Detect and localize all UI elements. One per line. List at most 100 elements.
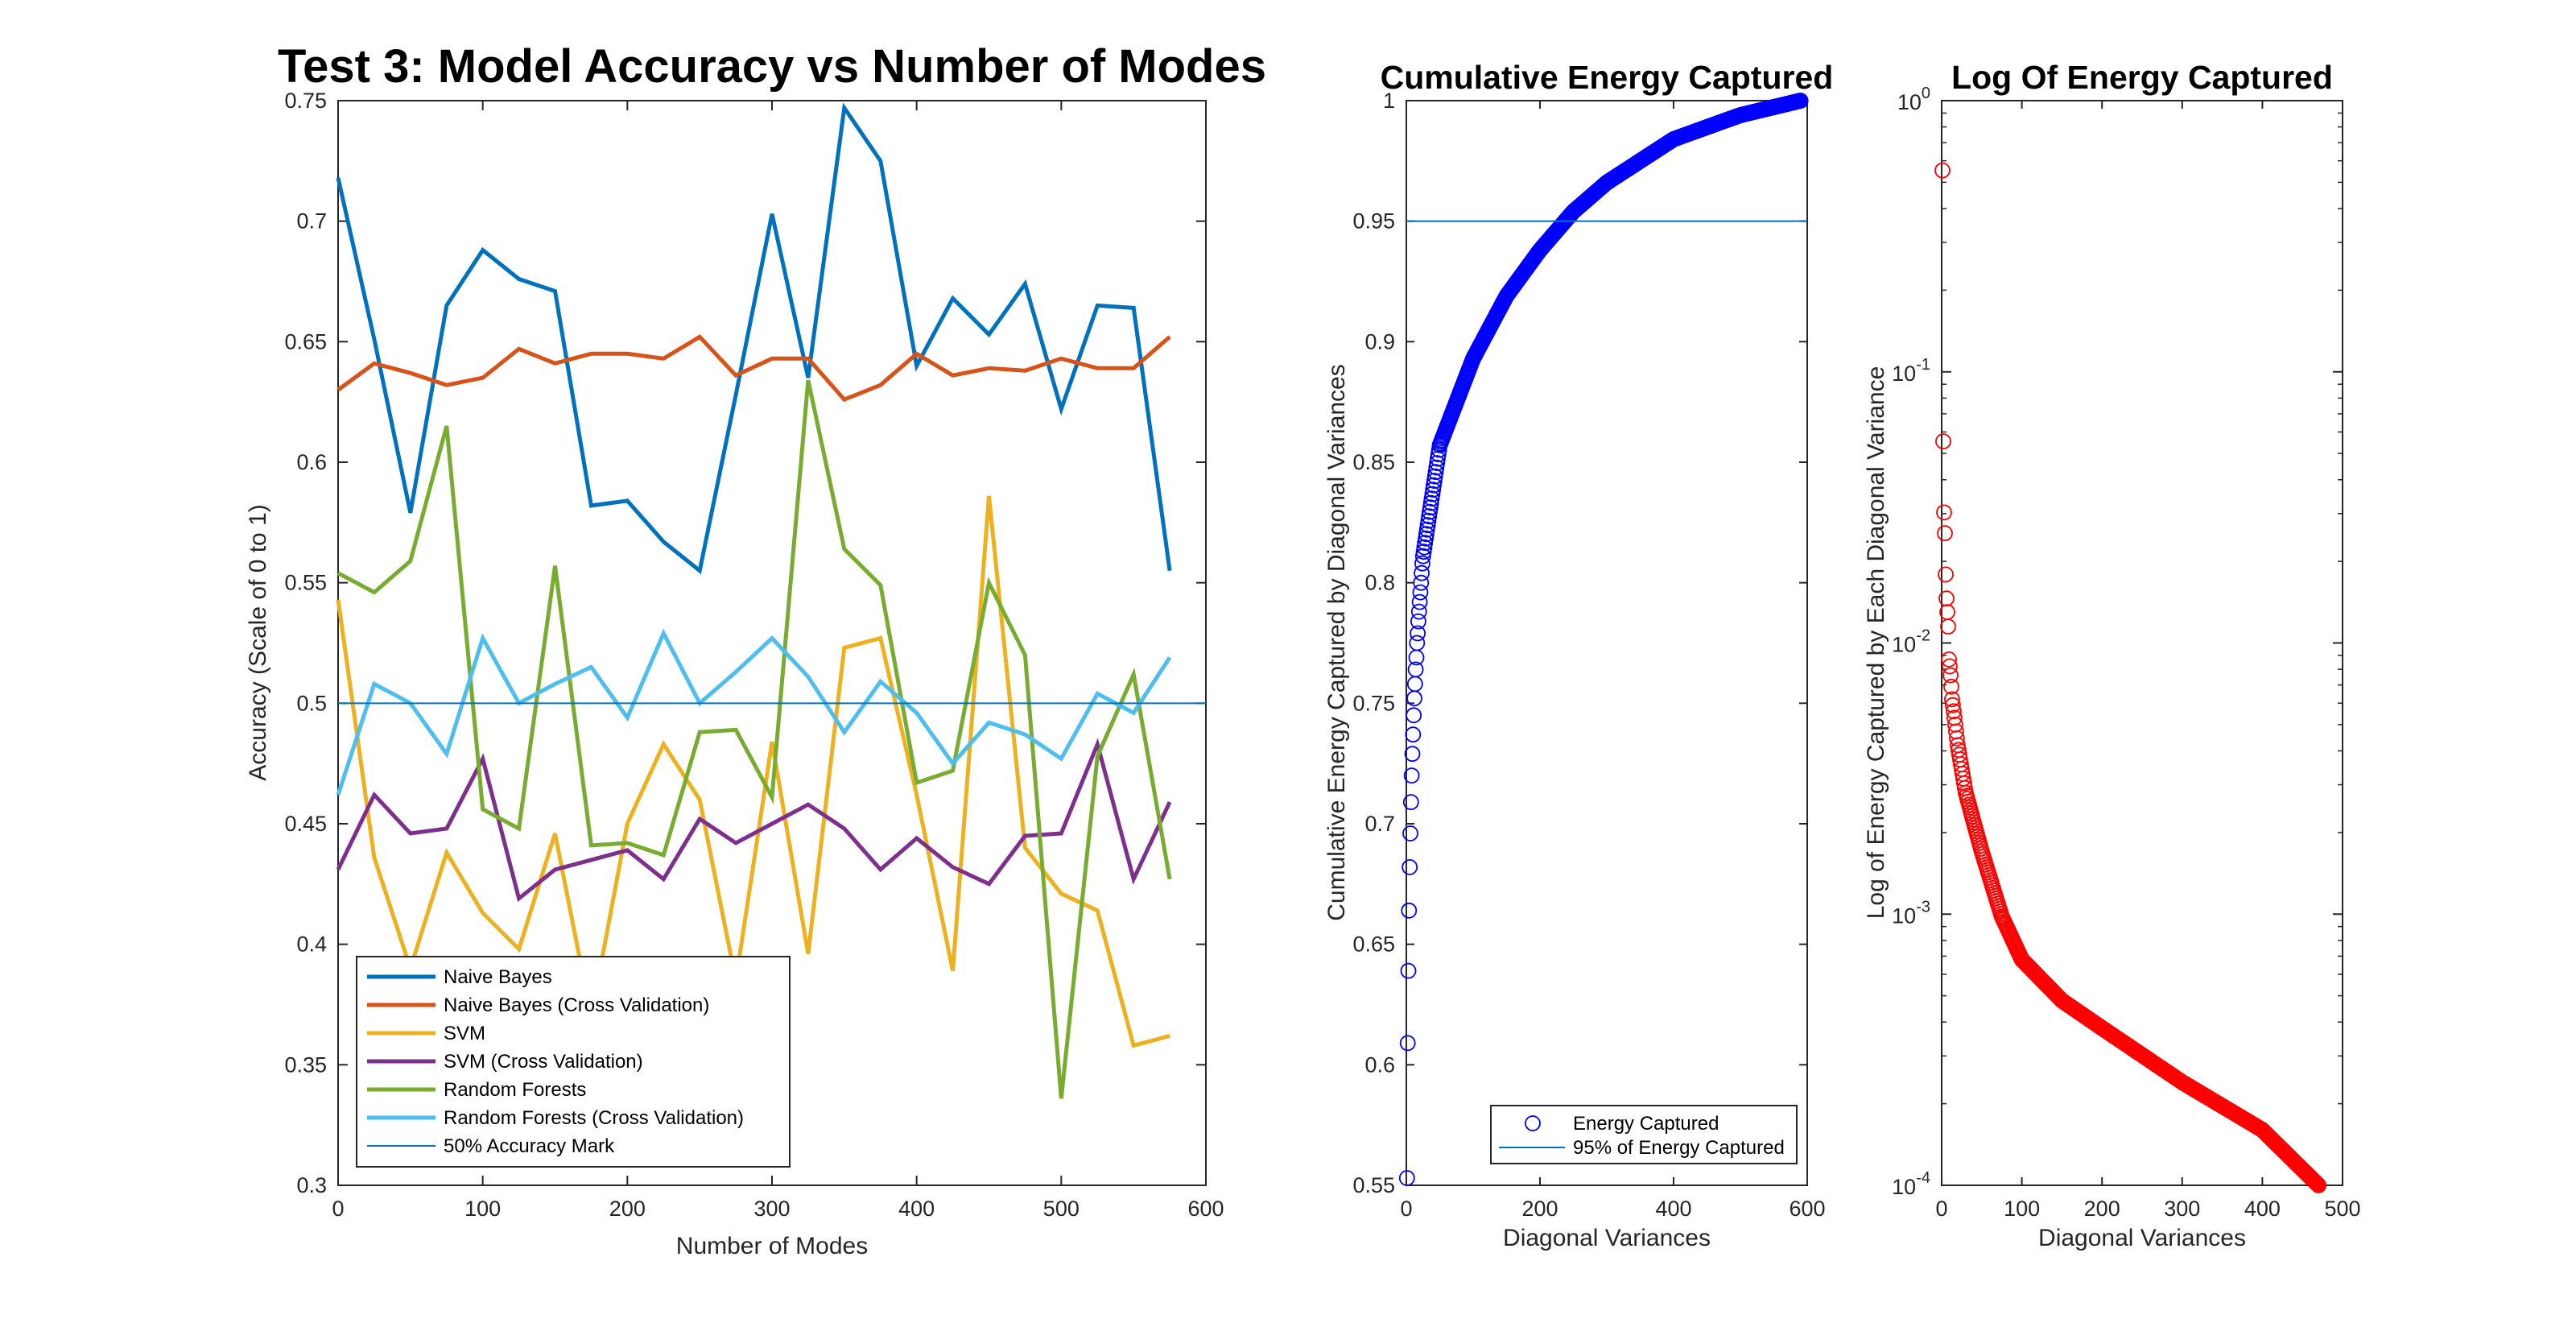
energy-point	[1422, 499, 1439, 516]
log-energy-point	[2306, 1173, 2323, 1189]
log-energy-point	[1942, 658, 1958, 675]
cumulative-plot-area	[1406, 100, 1808, 1186]
accuracy-series-line-5	[336, 628, 1172, 796]
cumulative-legend-box	[1490, 1105, 1798, 1164]
energy-point	[1406, 707, 1422, 724]
log-x-tick-label: 300	[2164, 1197, 2200, 1221]
accuracy-y-axis-label: Accuracy (Scale of 0 to 1)	[245, 504, 271, 780]
log-energy-point	[1944, 697, 1961, 713]
accuracy-x-tick-label: 100	[464, 1197, 501, 1221]
log-y-tick-label: 10-4	[1892, 1169, 1930, 1199]
energy-point	[1410, 603, 1427, 620]
accuracy-x-tick-label: 600	[1187, 1197, 1224, 1221]
log-energy-point	[1948, 730, 1965, 746]
energy-point	[1402, 794, 1419, 810]
accuracy-y-tick-label: 0.7	[296, 209, 327, 234]
log-energy-point	[1945, 703, 1962, 720]
log-energy-point	[1938, 590, 1955, 607]
cumulative-y-axis-label: Cumulative Energy Captured by Diagonal V…	[1323, 364, 1350, 920]
accuracy-y-tick-label: 0.35	[284, 1052, 327, 1077]
energy-point	[1402, 825, 1418, 841]
log-energy-point	[1934, 162, 1951, 179]
accuracy-legend-label: Random Forests	[444, 1079, 586, 1101]
energy-point	[1401, 902, 1418, 919]
energy-point	[1405, 726, 1422, 743]
cumulative-ticks: 0 200 400 600 0.55 0.6 0.65 0.7 0.75 0.8 0.85 0.9 0.…	[1352, 89, 1825, 1221]
accuracy-y-tick-label: 0.4	[296, 932, 327, 957]
log-energy-point	[1937, 525, 1953, 542]
accuracy-legend-label: SVM	[444, 1023, 485, 1044]
accuracy-x-axis-label: Number of Modes	[676, 1233, 868, 1259]
log-y-tick-label: 10-1	[1892, 356, 1930, 386]
energy-point	[1412, 584, 1429, 601]
energy-point	[1402, 859, 1418, 875]
accuracy-series-line-3	[336, 738, 1172, 903]
log-y-axis-label: Log of Energy Captured by Each Diagonal …	[1863, 366, 1889, 920]
accuracy-y-tick-label: 0.45	[284, 812, 327, 836]
log-chart-title: Log Of Energy Captured	[1951, 59, 2333, 96]
log-energy-point	[1942, 667, 1959, 684]
cumulative-x-tick-label: 0	[1400, 1197, 1412, 1221]
accuracy-legend: Naive Bayes Naive Bayes (Cross Validation…	[356, 956, 791, 1168]
accuracy-y-tick-label: 0.5	[296, 691, 327, 715]
cumulative-y-tick-label: 0.7	[1364, 812, 1395, 836]
cumulative-y-tick-label: 0.8	[1364, 571, 1395, 595]
log-y-tick-label: 10-3	[1892, 898, 1930, 928]
accuracy-series	[336, 102, 1206, 1099]
log-energy-point	[1935, 433, 1951, 449]
accuracy-legend-label: SVM (Cross Validation)	[444, 1051, 643, 1073]
accuracy-x-tick-label: 200	[609, 1197, 646, 1221]
log-energy-point	[2310, 1177, 2327, 1193]
cumulative-energy-chart: Cumulative Energy Captured Diagonal Vari…	[1323, 59, 1833, 1251]
cumulative-legend-marker	[1525, 1115, 1541, 1131]
accuracy-y-tick-label: 0.6	[296, 450, 327, 474]
energy-point	[1414, 555, 1430, 572]
log-energy-point	[1938, 566, 1954, 583]
cumulative-x-tick-label: 600	[1789, 1197, 1825, 1221]
energy-point	[1413, 574, 1430, 591]
accuracy-legend-label: Random Forests (Cross Validation)	[444, 1107, 744, 1129]
accuracy-y-tick-label: 0.75	[284, 89, 327, 113]
cumulative-y-tick-label: 0.95	[1352, 209, 1395, 234]
log-ticks: 0 100 200 300 400 500 10-4 10-3 10-2 10-1 100	[1892, 85, 2360, 1221]
energy-point	[1414, 564, 1430, 581]
log-x-tick-label: 200	[2084, 1197, 2120, 1221]
energy-point	[1410, 613, 1426, 630]
log-x-tick-label: 500	[2324, 1197, 2360, 1221]
log-y-tick-label: 100	[1897, 85, 1930, 114]
cumulative-y-tick-label: 0.75	[1352, 691, 1395, 715]
energy-point	[1411, 593, 1428, 610]
cumulative-y-tick-label: 0.85	[1352, 450, 1395, 474]
energy-point	[1404, 746, 1421, 763]
cumulative-x-axis-label: Diagonal Variances	[1503, 1225, 1711, 1251]
log-energy-point	[1941, 651, 1957, 668]
cumulative-series	[1398, 93, 1809, 1186]
energy-point	[1398, 1170, 1415, 1186]
log-x-tick-label: 400	[2244, 1197, 2281, 1221]
log-energy-point	[2307, 1174, 2324, 1190]
accuracy-x-tick-label: 400	[898, 1197, 935, 1221]
cumulative-y-tick-label: 0.6	[1364, 1052, 1395, 1077]
accuracy-series-line-1	[336, 334, 1171, 403]
cumulative-y-tick-label: 0.65	[1352, 932, 1395, 957]
energy-point	[1792, 93, 1809, 109]
cumulative-y-tick-label: 0.55	[1352, 1173, 1395, 1197]
log-y-tick-label: 10-2	[1892, 627, 1930, 657]
energy-point	[1409, 635, 1426, 651]
energy-point	[1407, 661, 1424, 678]
accuracy-x-tick-label: 300	[753, 1197, 790, 1221]
log-energy-point	[1943, 678, 1959, 695]
log-energy-point	[1943, 691, 1960, 708]
log-energy-point	[2309, 1176, 2326, 1192]
log-x-tick-label: 100	[2004, 1197, 2040, 1221]
cumulative-y-tick-label: 1	[1383, 89, 1395, 113]
cumulative-y-tick-label: 0.9	[1364, 329, 1395, 353]
accuracy-series-line-4	[336, 379, 1172, 1099]
accuracy-series-line-2	[336, 495, 1170, 1048]
accuracy-legend-label: Naive Bayes	[444, 966, 552, 988]
log-energy-point	[1936, 504, 1952, 521]
energy-point	[1403, 767, 1420, 783]
accuracy-chart: Test 3: Model Accuracy vs Number of Mode…	[245, 40, 1266, 1259]
